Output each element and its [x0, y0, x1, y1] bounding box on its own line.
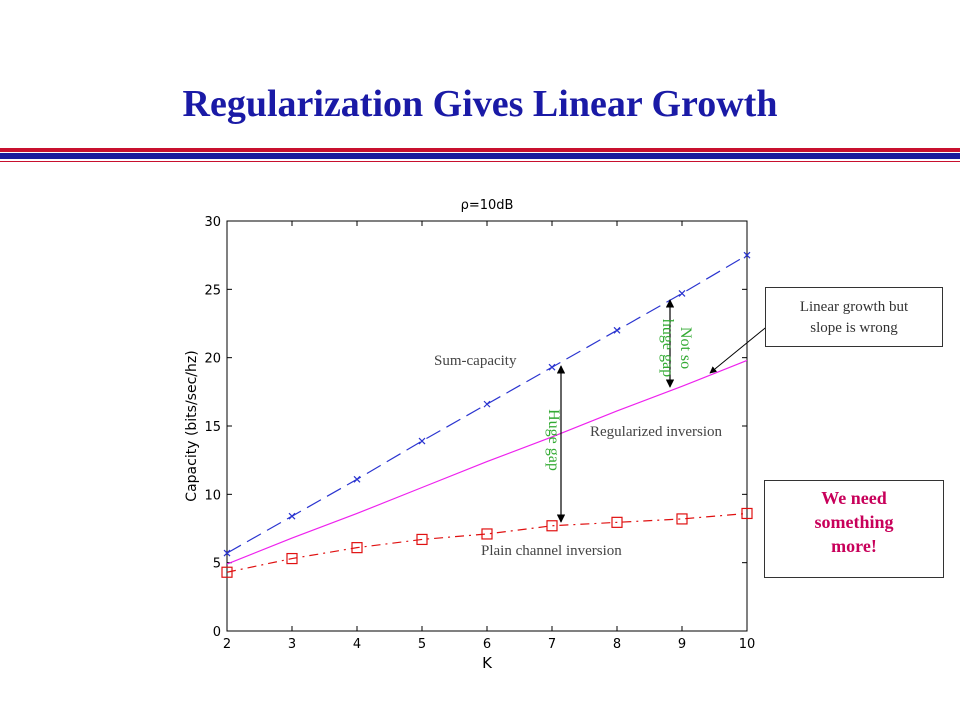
point-sum	[678, 290, 686, 297]
point-sum	[743, 251, 751, 259]
point-plain	[286, 552, 298, 565]
not-so-huge-gap-label-line1: Not so	[677, 327, 694, 369]
series-line-reg	[226, 359, 748, 565]
point-sum	[613, 326, 621, 334]
y-tick-label: 5	[213, 557, 221, 572]
point-plain	[676, 513, 688, 525]
point-plain	[416, 533, 428, 546]
x-tick-label: 6	[483, 637, 491, 652]
series-layer	[221, 251, 753, 578]
callout-need-line1: We need	[821, 488, 887, 508]
label-regularized-inversion: Regularized inversion	[590, 424, 723, 440]
x-tick-label: 7	[548, 637, 556, 652]
chart-title: ρ=10dB	[461, 198, 514, 213]
callout-linear-line2: slope is wrong	[810, 320, 898, 336]
callout-need-line2: something	[814, 512, 894, 532]
y-tick-label: 25	[204, 283, 221, 298]
x-tick-label: 8	[613, 637, 621, 652]
callout-need-line3: more!	[831, 536, 877, 556]
callout-need-more: We need something more!	[764, 480, 944, 578]
x-axis-label: K	[482, 654, 493, 672]
y-tick-label: 15	[204, 420, 221, 435]
plot-frame	[226, 220, 748, 632]
x-tick-label: 5	[418, 637, 426, 652]
x-tick-label: 3	[288, 637, 296, 652]
series-line-plain	[226, 512, 748, 573]
y-tick-label: 0	[213, 625, 221, 640]
point-plain	[611, 516, 623, 528]
point-plain	[221, 566, 233, 578]
x-tick-label: 2	[223, 637, 231, 652]
y-tick-label: 30	[204, 215, 221, 230]
axis-ticks: 2 3 4 5 6 7 8 9 10 0 5 10 15 20 25 30	[204, 215, 755, 652]
title-rule-blue	[0, 153, 960, 159]
point-plain	[546, 520, 558, 532]
title-rule-thin	[0, 161, 960, 162]
x-tick-label: 10	[739, 637, 756, 652]
y-tick-label: 10	[204, 488, 221, 503]
point-sum	[288, 512, 296, 520]
point-plain	[741, 507, 753, 520]
title-rule-red	[0, 148, 960, 152]
point-plain	[481, 528, 493, 540]
point-plain	[351, 542, 363, 554]
callout-pointer-arrow	[709, 319, 776, 374]
label-plain-channel-inversion: Plain channel inversion	[481, 543, 622, 559]
x-tick-label: 9	[678, 637, 686, 652]
not-so-huge-gap-label-line2: huge gap	[659, 319, 676, 377]
point-sum	[353, 475, 361, 483]
point-sum	[548, 363, 556, 371]
huge-gap-label: Huge gap	[545, 409, 562, 471]
point-sum	[418, 437, 426, 445]
y-axis-label: Capacity (bits/sec/hz)	[184, 350, 200, 501]
slide-title: Regularization Gives Linear Growth	[182, 83, 778, 125]
callout-linear-growth: Linear growth but slope is wrong	[765, 287, 943, 347]
point-sum	[483, 400, 491, 408]
label-sum-capacity: Sum-capacity	[434, 353, 517, 369]
point-sum	[223, 549, 231, 557]
callout-linear-line1: Linear growth but	[799, 299, 909, 315]
y-tick-label: 20	[204, 352, 221, 367]
x-tick-label: 4	[353, 637, 361, 652]
